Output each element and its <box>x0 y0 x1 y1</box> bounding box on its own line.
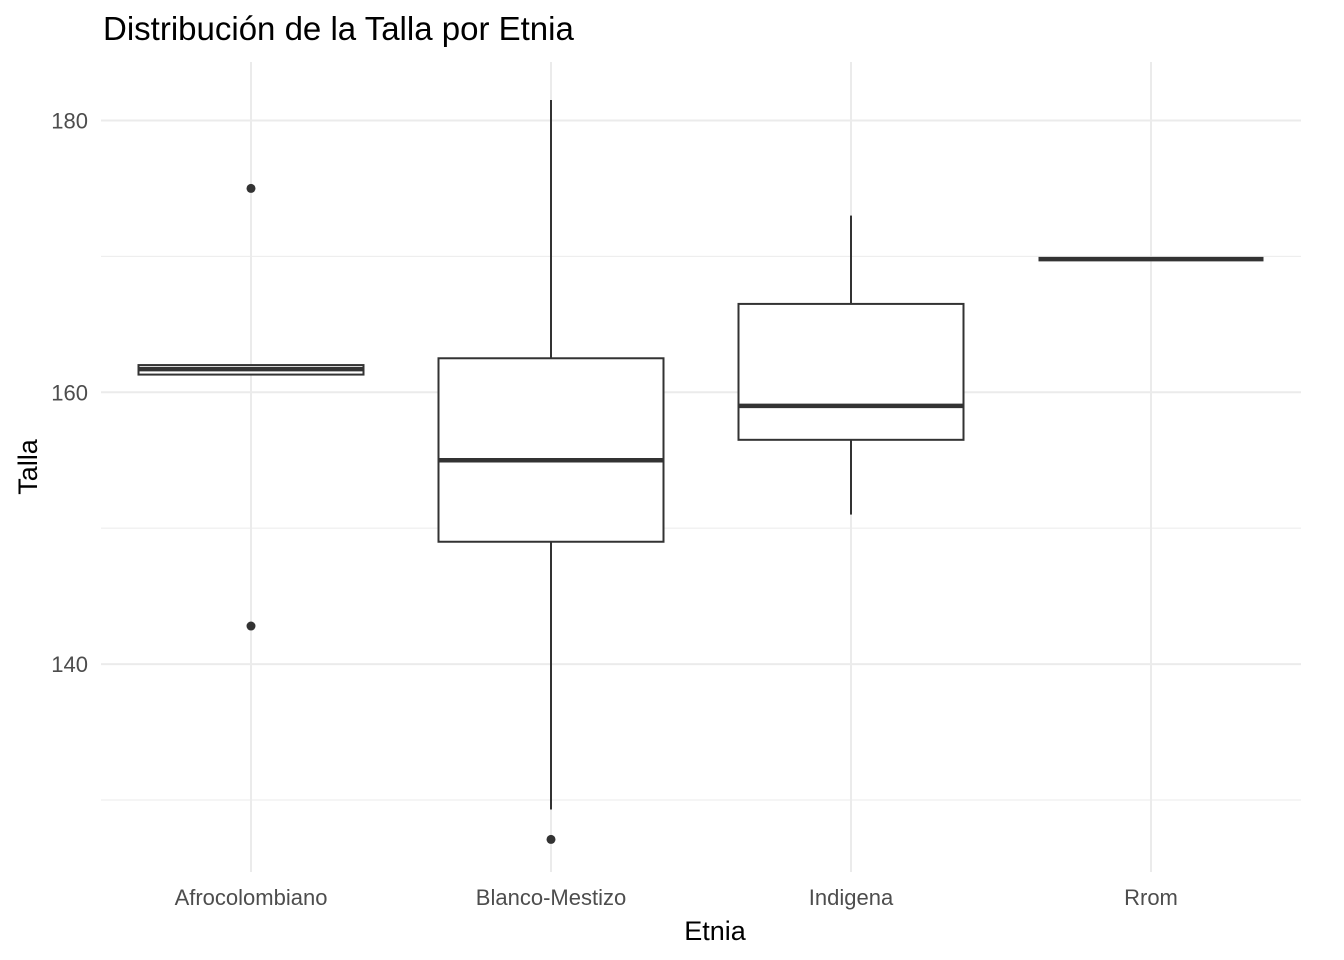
box-group <box>437 100 665 844</box>
y-tick-label: 140 <box>51 652 88 677</box>
x-tick-label: Rrom <box>1124 885 1178 910</box>
y-tick-label: 160 <box>51 380 88 405</box>
x-tick-label: Indigena <box>809 885 894 910</box>
outlier-point <box>246 183 256 193</box>
outlier-point <box>546 834 556 844</box>
box-group <box>737 215 965 515</box>
box-iqr <box>737 302 965 441</box>
y-axis-title: Talla <box>13 438 43 495</box>
boxes-layer <box>137 100 1264 844</box>
y-tick-label: 180 <box>51 108 88 133</box>
chart-title: Distribución de la Talla por Etnia <box>103 10 574 47</box>
box-group <box>137 183 365 631</box>
grid-lines <box>101 62 1301 872</box>
outlier-point <box>246 621 256 631</box>
x-axis-title: Etnia <box>684 916 747 946</box>
x-tick-label: Blanco-Mestizo <box>476 885 626 910</box>
box-iqr <box>437 357 665 543</box>
x-tick-label: Afrocolombiano <box>175 885 328 910</box>
tick-labels: 140 160 180 Afrocolombiano Blanco-Mestizo Ind… <box>51 108 1178 910</box>
